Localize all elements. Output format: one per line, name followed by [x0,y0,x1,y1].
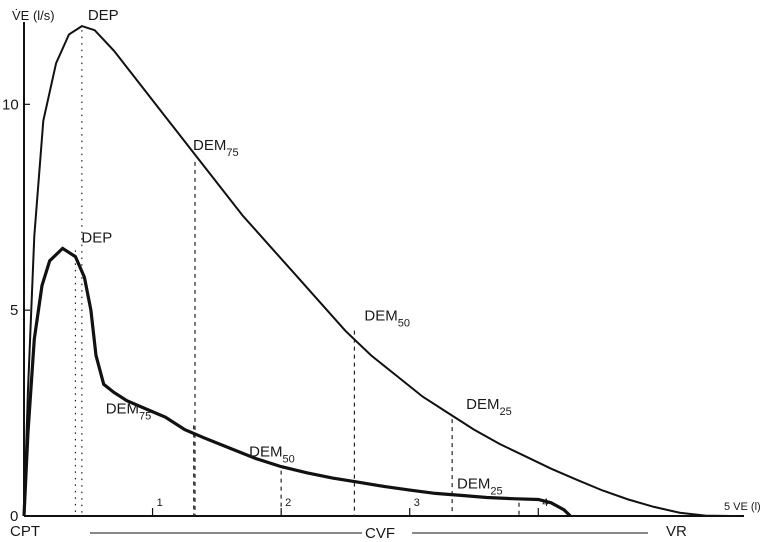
reference-guides [74,30,520,516]
normal-flow-curve [23,25,732,517]
y-tick-label: 10 [2,96,19,113]
x-tick-label: 4 [542,497,548,509]
chart-annotations: DEP DEM75 DEM50 DEM25 DEP DEM75 DEM50 DEM25 [81,7,511,498]
annotation-normal_dem75: DEM75 [193,137,239,159]
y-axis-title: V̇E (l/s) [12,8,55,23]
x-tick-label: 2 [285,497,291,509]
annotation-normal_dep: DEP [88,7,119,24]
annotation-obs_dem50: DEM50 [249,444,295,466]
label-cvf: CVF [365,525,395,542]
x-tick-label: 1 [157,497,163,509]
annotation-normal_dem50: DEM50 [364,308,410,330]
y-tick-label: 0 [10,508,18,525]
chart-series [22,25,732,518]
label-cpt: CPT [10,523,40,540]
x-tick-label: 3 [414,497,420,509]
y-tick-label: 5 [10,302,18,319]
annotation-obs_dem25: DEM25 [457,476,503,498]
y-axis-ticks: 0 5 10 [2,96,30,525]
annotation-normal_dem25: DEM25 [466,396,512,418]
label-vr: VR [666,523,687,540]
annotation-obs_dem75: DEM75 [106,400,152,422]
x-axis-title: 5 VE (l) [724,501,761,513]
obstructive-flow-curve [22,246,572,518]
x-axis-ticks: 1 2 3 4 [151,497,548,516]
annotation-obs_dep: DEP [81,229,112,246]
